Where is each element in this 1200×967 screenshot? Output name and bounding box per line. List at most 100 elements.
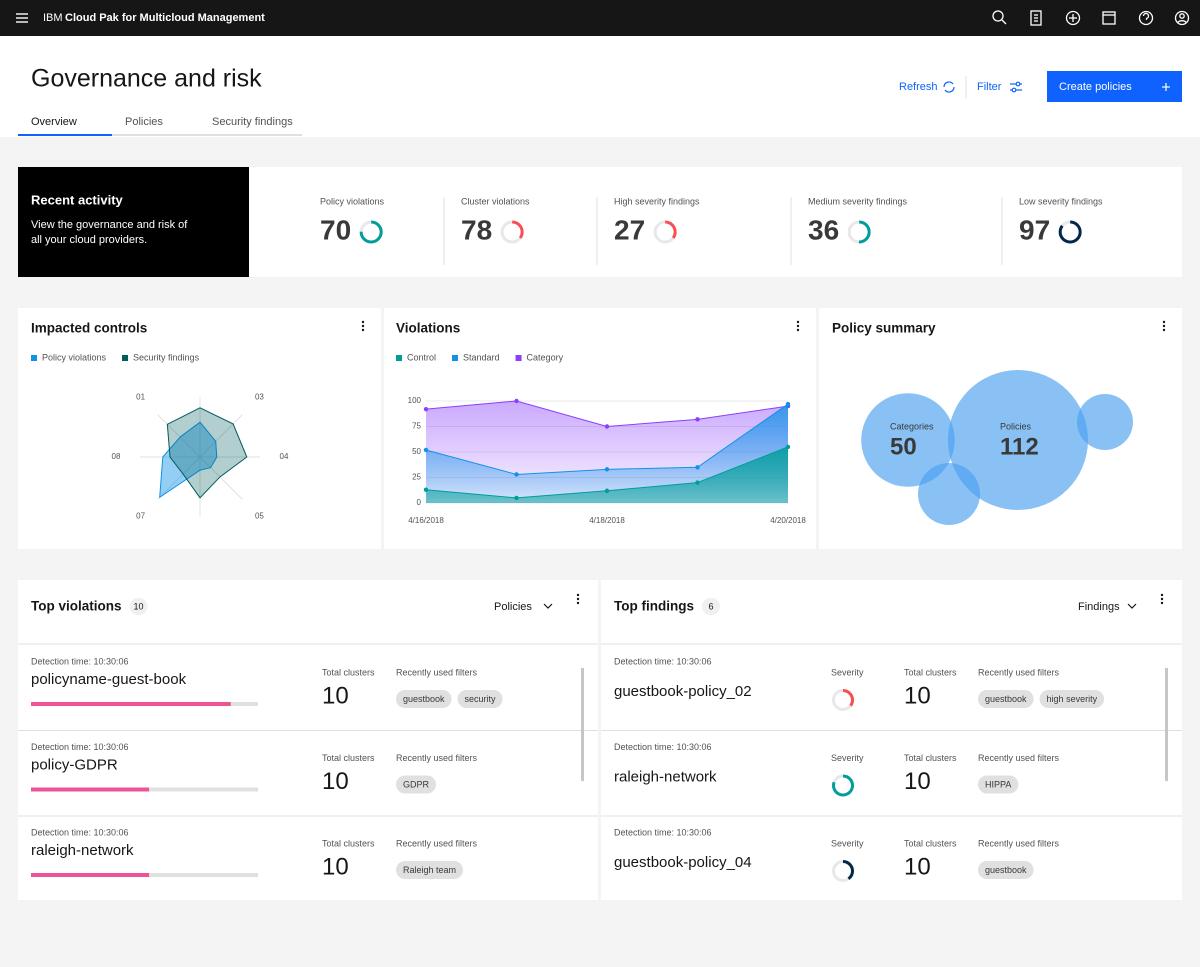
legend-label: Control (407, 352, 436, 362)
add-icon[interactable] (1065, 10, 1081, 26)
item-name[interactable]: guestbook-policy_04 (614, 854, 752, 871)
progress-fill (31, 873, 150, 877)
overflow-menu-dot[interactable] (1160, 597, 1164, 601)
y-tick-label: 25 (412, 473, 421, 482)
search-icon[interactable] (992, 10, 1007, 25)
overflow-menu-dot[interactable] (361, 324, 365, 328)
point (785, 444, 791, 450)
overflow-menu-dot[interactable] (1162, 328, 1166, 332)
plus-icon[interactable] (1162, 83, 1170, 91)
tag-label: security (465, 694, 497, 704)
item-name[interactable]: raleigh-network (31, 842, 134, 859)
overflow-menu-dot[interactable] (1162, 324, 1166, 328)
tag (396, 775, 437, 794)
count-badge (701, 598, 720, 615)
catalog-icon[interactable] (1030, 10, 1042, 26)
overflow-menu-dot[interactable] (1160, 593, 1164, 597)
help-icon[interactable] (1138, 10, 1154, 26)
stats-panel (249, 167, 1182, 277)
dropdown[interactable]: Findings (1078, 601, 1120, 613)
item-name[interactable]: policyname-guest-book (31, 671, 187, 688)
overflow-menu-dot[interactable] (361, 328, 365, 332)
detection-time: Detection time: 10:30:06 (614, 742, 712, 752)
menu-icon[interactable] (16, 13, 28, 23)
bubble (948, 370, 1088, 510)
legend-swatch (122, 355, 129, 361)
point (423, 406, 429, 412)
filter-button[interactable]: Filter (977, 81, 1002, 93)
bubble (861, 393, 955, 487)
filter-icon[interactable] (1010, 81, 1022, 93)
count-badge-label: 6 (708, 601, 713, 611)
user-icon[interactable] (1174, 10, 1190, 26)
severity-donut (832, 774, 854, 797)
legend-label: Category (527, 352, 564, 362)
card-title: Impacted controls (31, 321, 147, 336)
detection-time: Detection time: 10:30:06 (614, 827, 712, 837)
stat-value: 70 (320, 214, 351, 245)
count-badge (129, 598, 148, 615)
overflow-menu-dot[interactable] (576, 593, 580, 597)
legend-label: Standard (463, 352, 500, 362)
point (514, 495, 519, 501)
overflow-menu-dot[interactable] (796, 320, 800, 324)
x-tick-label: 4/20/2018 (770, 516, 806, 525)
overflow-menu-dot[interactable] (796, 324, 800, 328)
refresh-button[interactable]: Refresh (899, 81, 938, 93)
bubble-decoration (1077, 394, 1133, 450)
point (604, 467, 610, 472)
card-title: Policy summary (832, 321, 936, 336)
tab[interactable]: Overview (31, 116, 77, 128)
point (695, 465, 700, 470)
stat-value: 27 (614, 214, 645, 245)
item-name[interactable]: guestbook-policy_02 (614, 683, 752, 700)
tag-label: guestbook (403, 694, 445, 704)
create-button[interactable] (1047, 71, 1182, 102)
dropdown[interactable]: Policies (494, 601, 532, 613)
point (695, 417, 700, 422)
overflow-menu-dot[interactable] (1162, 320, 1166, 324)
y-tick-label: 75 (412, 422, 421, 431)
tag (978, 861, 1034, 879)
area (426, 446, 788, 503)
clusters-value: 10 (322, 853, 349, 880)
create-button-label[interactable]: Create policies (1059, 81, 1132, 93)
chevron-icon[interactable] (1127, 603, 1137, 609)
tag (396, 690, 452, 708)
severity-label: Severity (831, 838, 864, 848)
clusters-label: Total clusters (322, 667, 375, 677)
stat-donut (500, 220, 524, 244)
bubble-value: 112 (1000, 433, 1039, 460)
tag-label: HIPPA (985, 779, 1011, 789)
clusters-label: Total clusters (904, 753, 957, 763)
point (514, 398, 519, 404)
terminal-icon[interactable] (1102, 11, 1116, 25)
overflow-menu-dot[interactable] (796, 328, 800, 332)
overflow-menu-dot[interactable] (576, 597, 580, 601)
overflow-menu-dot[interactable] (361, 320, 365, 324)
scrollbar (581, 668, 584, 781)
progress-fill (31, 702, 231, 706)
stat-donut (359, 220, 383, 244)
recent-activity-panel (18, 167, 249, 277)
point (604, 488, 610, 493)
tab[interactable]: Security findings (212, 116, 293, 128)
severity-donut (832, 689, 854, 711)
card-title: Violations (396, 321, 460, 336)
detection-time: Detection time: 10:30:06 (31, 742, 129, 752)
chevron-icon[interactable] (543, 603, 553, 609)
legend-label: Security findings (133, 352, 200, 362)
refresh-icon[interactable] (943, 81, 955, 93)
item-name[interactable]: policy-GDPR (31, 756, 118, 773)
tab[interactable]: Policies (125, 116, 163, 128)
filters-label: Recently used filters (396, 753, 478, 763)
item-name[interactable]: raleigh-network (614, 768, 717, 785)
x-tick-label: 4/16/2018 (408, 516, 444, 525)
stat-value: 97 (1019, 214, 1050, 245)
overflow-menu-dot[interactable] (576, 601, 580, 605)
filters-label: Recently used filters (978, 753, 1060, 763)
radar-spoke (199, 414, 243, 458)
stat-label: High severity findings (614, 196, 700, 206)
overflow-menu-dot[interactable] (1160, 601, 1164, 605)
